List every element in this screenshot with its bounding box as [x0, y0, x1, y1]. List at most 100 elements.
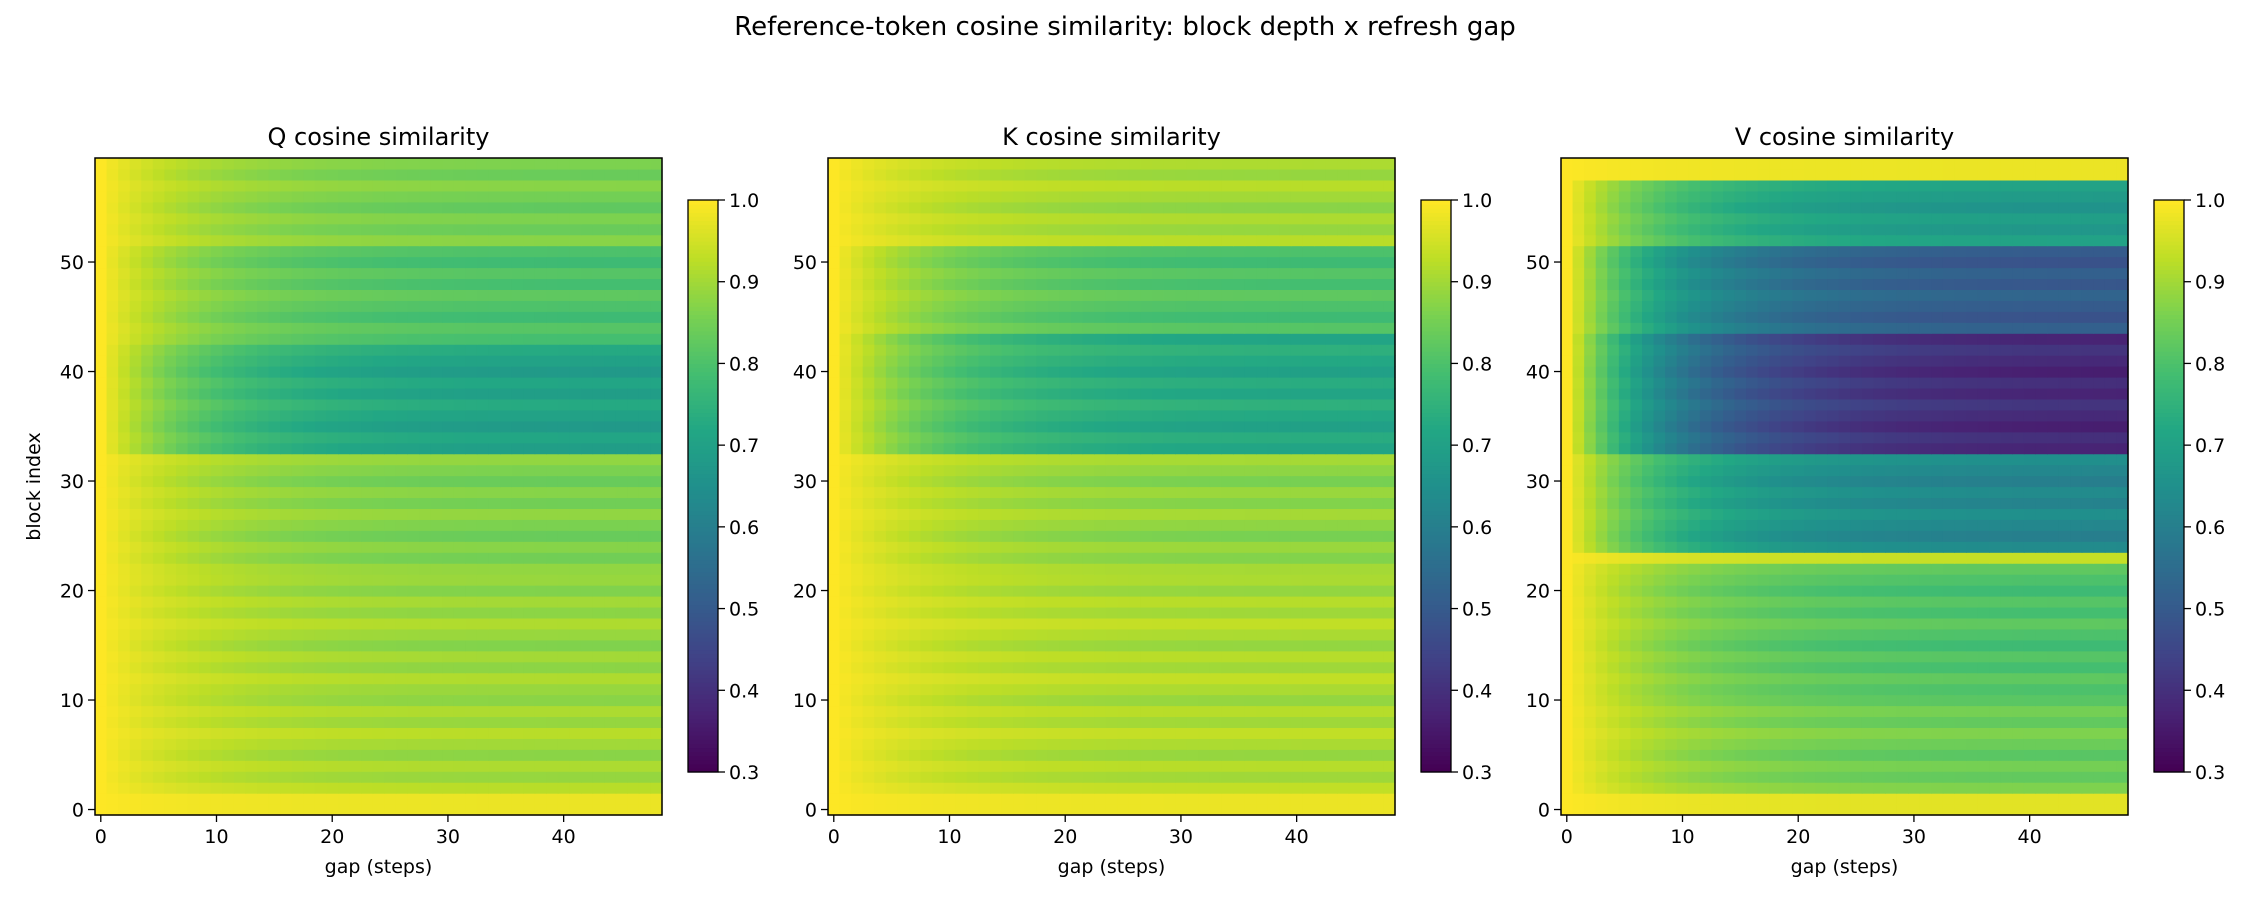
heatmap-cell [245, 497, 258, 509]
heatmap-cell [557, 585, 571, 597]
heatmap-cell [511, 650, 524, 663]
heatmap-cell [476, 508, 490, 520]
heatmap-cell [257, 245, 270, 258]
heatmap-cell [592, 409, 605, 422]
heatmap-cell [453, 344, 466, 356]
heatmap-cell [1059, 530, 1072, 542]
heatmap-cell [488, 639, 501, 652]
heatmap-cell [1001, 475, 1014, 488]
heatmap-cell [534, 628, 547, 641]
heatmap-cell [233, 442, 247, 455]
heatmap-cell [430, 661, 443, 674]
heatmap-cell [349, 267, 362, 280]
heatmap-cell [106, 760, 119, 772]
heatmap-cell [129, 530, 142, 542]
heatmap-cell [141, 158, 154, 170]
heatmap-cell [303, 782, 316, 794]
heatmap-cell [291, 377, 304, 389]
heatmap-cell [1290, 398, 1304, 411]
heatmap-cell [828, 749, 841, 761]
heatmap-cell [862, 628, 875, 641]
heatmap-cell [430, 650, 443, 663]
heatmap-cell [1314, 628, 1327, 641]
heatmap-cell [897, 464, 910, 477]
heatmap-cell [164, 190, 177, 203]
heatmap-cell [500, 267, 513, 280]
heatmap-cell [152, 793, 166, 805]
heatmap-cell [430, 267, 443, 280]
heatmap-cell [118, 782, 131, 794]
heatmap-cell [465, 771, 478, 783]
heatmap-cell [650, 223, 663, 236]
heatmap-cell [839, 442, 852, 455]
heatmap-cell [1348, 475, 1361, 488]
heatmap-cell [1198, 398, 1211, 411]
heatmap-cell [546, 475, 559, 488]
heatmap-cell [500, 639, 513, 652]
heatmap-cell [1244, 585, 1257, 597]
heatmap-cell [909, 398, 922, 411]
heatmap-cell [233, 804, 247, 816]
heatmap-cell [129, 661, 142, 674]
heatmap-cell [604, 738, 617, 750]
heatmap-cell [129, 804, 142, 816]
heatmap-cell [476, 453, 490, 466]
heatmap-cell [534, 168, 547, 181]
heatmap-cell [395, 650, 409, 663]
heatmap-cell [650, 278, 663, 290]
heatmap-cell [1152, 475, 1165, 488]
heatmap-cell [210, 541, 223, 553]
heatmap-cell [1186, 585, 1199, 597]
heatmap-cell [268, 650, 281, 663]
heatmap-cell [314, 530, 328, 542]
heatmap-cell [839, 661, 852, 674]
heatmap-cell [592, 464, 605, 477]
heatmap-cell [361, 333, 374, 345]
heatmap-cell [245, 563, 258, 575]
heatmap-cell [349, 234, 362, 247]
heatmap-cell [557, 596, 571, 608]
heatmap-cell [349, 409, 362, 422]
heatmap-cell [419, 606, 432, 619]
heatmap-cell [1036, 398, 1049, 411]
heatmap-cell [955, 508, 968, 520]
heatmap-cell [990, 705, 1003, 718]
heatmap-cell [955, 617, 968, 630]
heatmap-cell [1256, 606, 1269, 619]
heatmap-cell [650, 464, 663, 477]
heatmap-cell [851, 782, 864, 794]
heatmap-cell [233, 672, 247, 685]
heatmap-cell [1371, 464, 1385, 477]
heatmap-cell [1348, 661, 1361, 674]
heatmap-cell [592, 497, 605, 509]
heatmap-cell [419, 158, 432, 170]
heatmap-cell [943, 694, 956, 707]
heatmap-cell [245, 771, 258, 783]
heatmap-cell [106, 574, 119, 586]
heatmap-cell [569, 771, 582, 783]
heatmap-cell [978, 606, 991, 619]
heatmap-cell [419, 333, 432, 345]
heatmap-cell [222, 366, 235, 378]
heatmap-cell [95, 793, 108, 805]
heatmap-cell [106, 661, 119, 674]
heatmap-cell [430, 749, 443, 761]
heatmap-cell [828, 738, 841, 750]
heatmap-cell [199, 650, 212, 663]
heatmap-cell [1082, 617, 1095, 630]
heatmap-cell [268, 420, 281, 433]
heatmap-cell [222, 223, 235, 236]
heatmap-cell [500, 344, 513, 356]
heatmap-cell [1256, 661, 1269, 674]
heatmap-cell [1302, 453, 1315, 466]
heatmap-cell [909, 617, 922, 630]
heatmap-cell [523, 683, 536, 696]
heatmap-cell [874, 672, 887, 685]
heatmap-cell [500, 760, 513, 772]
heatmap-cell [546, 738, 559, 750]
colorbar-segment [688, 216, 718, 222]
figure-title: Reference-token cosine similarity: block… [734, 12, 1516, 42]
heatmap-cell [1325, 508, 1338, 520]
heatmap-cell [419, 267, 432, 280]
heatmap-cell [874, 617, 887, 630]
